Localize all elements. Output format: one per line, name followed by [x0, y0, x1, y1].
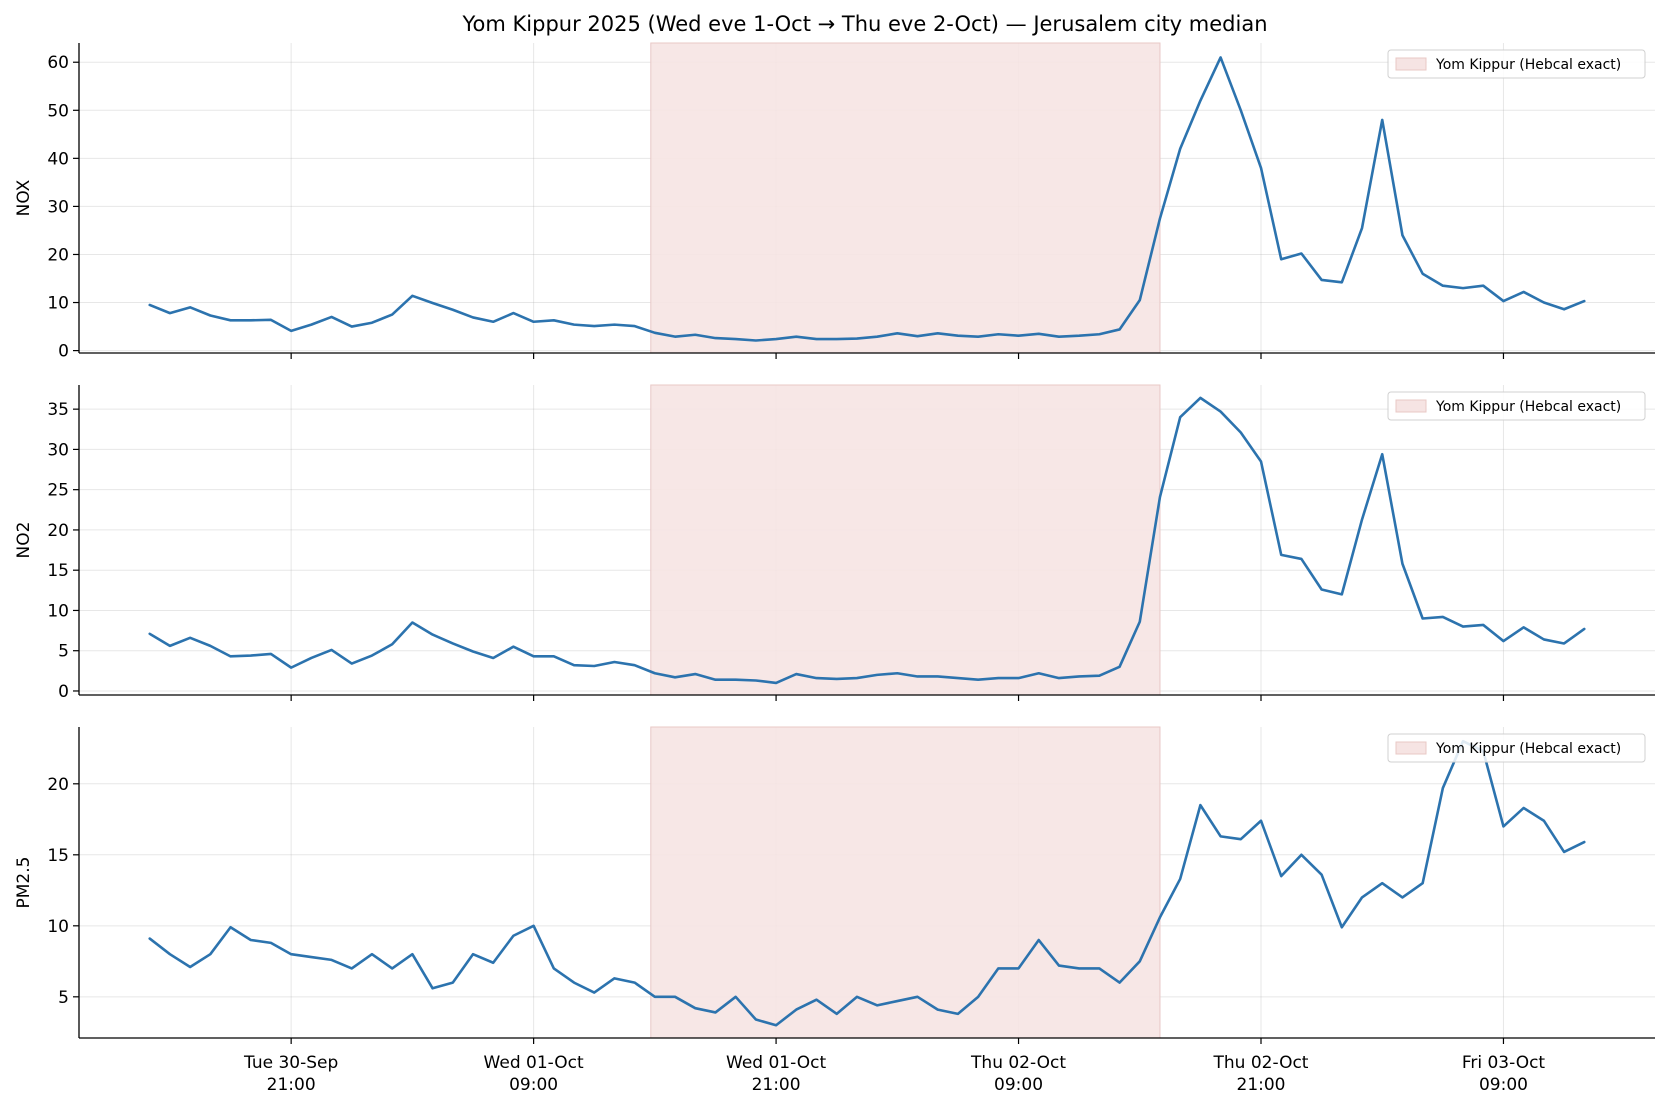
y-tick-label: 20 [47, 775, 69, 795]
y-axis-label: NO2 [14, 522, 34, 559]
x-tick-label-day: Wed 01-Oct [484, 1053, 584, 1073]
legend-swatch [1395, 57, 1427, 71]
y-tick-label: 20 [47, 521, 69, 541]
x-tick-label-day: Thu 02-Oct [1213, 1053, 1309, 1073]
legend-swatch [1395, 399, 1427, 413]
x-tick-label-time: 21:00 [752, 1075, 801, 1095]
x-tick-label-day: Fri 03-Oct [1462, 1053, 1546, 1073]
y-tick-label: 15 [47, 846, 69, 866]
y-axis-label: PM2.5 [14, 857, 34, 909]
series-line-no2 [148, 396, 1586, 685]
panel-no2: 0 5 10 15 20 25 30 35 NO2 Yom Kippur (Hebcal exac… [14, 384, 1655, 702]
series-line-nox [148, 56, 1586, 342]
legend-label: Yom Kippur (Hebcal exact) [1435, 741, 1621, 757]
y-tick-label: 25 [47, 481, 69, 501]
y-tick-label: 30 [47, 440, 69, 460]
y-tick-label: 15 [47, 561, 69, 581]
legend: Yom Kippur (Hebcal exact) [1387, 391, 1646, 421]
y-tick-label: 60 [47, 53, 69, 73]
series-line-pm25 [148, 739, 1586, 1027]
y-tick-label: 50 [47, 101, 69, 121]
y-tick-label: 5 [58, 642, 69, 662]
legend-label: Yom Kippur (Hebcal exact) [1435, 57, 1621, 73]
x-tick-label-day: Tue 30-Sep [243, 1053, 338, 1073]
legend-label: Yom Kippur (Hebcal exact) [1435, 399, 1621, 415]
legend-swatch [1395, 741, 1427, 755]
y-tick-label: 20 [47, 245, 69, 265]
legend-box [1387, 49, 1646, 79]
x-tick-label-time: 21:00 [267, 1075, 316, 1095]
x-tick-label-day: Thu 02-Oct [970, 1053, 1066, 1073]
panel-nox: 0 10 20 30 40 50 60 NOX Yom Kippur (Hebcal exact… [14, 42, 1655, 362]
legend: Yom Kippur (Hebcal exact) [1387, 49, 1646, 79]
panel-pm25: 5 10 15 20 PM2.5 Yom Kippur (Hebcal exact) [14, 726, 1655, 1044]
y-tick-label: 10 [47, 601, 69, 621]
yom-kippur-span [650, 726, 1161, 1039]
yom-kippur-span [650, 384, 1161, 696]
x-tick-label-time: 09:00 [994, 1075, 1043, 1095]
legend: Yom Kippur (Hebcal exact) [1387, 733, 1646, 763]
x-tick-label-time: 09:00 [1479, 1075, 1528, 1095]
y-tick-label: 40 [47, 149, 69, 169]
x-tick-label-time: 09:00 [509, 1075, 558, 1095]
x-tick-label-day: Wed 01-Oct [726, 1053, 826, 1073]
chart-title: Yom Kippur 2025 (Wed eve 1-Oct → Thu eve… [461, 12, 1267, 36]
y-axis-label: NOX [14, 179, 34, 216]
y-tick-label: 5 [58, 988, 69, 1008]
y-tick-label: 10 [47, 917, 69, 937]
y-tick-label: 0 [58, 682, 69, 702]
yom-kippur-span [650, 42, 1161, 354]
legend-box [1387, 391, 1646, 421]
y-tick-label: 0 [58, 342, 69, 362]
y-tick-label: 30 [47, 197, 69, 217]
y-tick-label: 10 [47, 294, 69, 314]
legend-box [1387, 733, 1646, 763]
x-tick-label-time: 21:00 [1237, 1075, 1286, 1095]
y-tick-label: 35 [47, 400, 69, 420]
